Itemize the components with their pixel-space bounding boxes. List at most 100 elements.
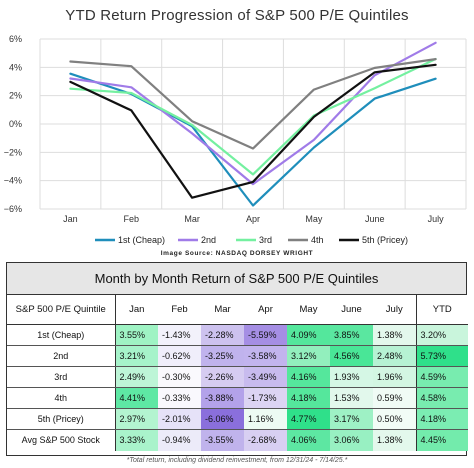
column-header: July [373, 295, 416, 325]
table-row: 5th (Pricey) 2.97% -2.01% -6.06% 1.16% 4.77% 3… [7, 408, 468, 430]
table-row: 2nd 3.21% -0.62% -3.25% -3.58% 3.12% 4.56% 2.48… [7, 345, 468, 367]
returns-table-panel: Month by Month Return of S&P 500 P/E Qui… [6, 262, 468, 456]
table-cell: 3.20% [415, 324, 468, 346]
column-header: Apr [244, 295, 287, 325]
table-cell: 4.16% [287, 366, 330, 388]
table-cell: 1.16% [244, 408, 287, 430]
y-tick-label: 0% [9, 119, 22, 129]
legend-label: 1st (Cheap) [118, 235, 165, 245]
line-chart: 6% 4% 2% 0% −2% −4% −6% Jan Feb Mar Apr May June July… [4, 34, 467, 257]
x-tick-label: July [428, 214, 445, 224]
row-label: 4th [7, 387, 116, 409]
chart-title: YTD Return Progression of S&P 500 P/E Qu… [65, 7, 409, 24]
table-cell: -2.28% [201, 324, 244, 346]
table-cell: -0.94% [158, 428, 201, 451]
table-cell: -6.06% [201, 408, 244, 430]
table-cell: -2.26% [201, 366, 244, 388]
table-cell: 1.96% [373, 366, 416, 388]
table-row: 4th 4.41% -0.33% -3.88% -1.73% 4.18% 1.53% 0.59… [7, 387, 468, 409]
table-cell: -2.01% [158, 408, 201, 430]
table-cell: -5.59% [244, 324, 287, 346]
table-cell: 4.59% [415, 366, 468, 388]
y-tick-label: 4% [9, 62, 22, 72]
table-cell: 2.49% [115, 366, 158, 388]
legend-label: 2nd [201, 235, 216, 245]
x-tick-label: June [365, 214, 385, 224]
table-cell: 3.06% [330, 428, 373, 451]
table-cell: 4.58% [415, 387, 468, 409]
series-line-5 [69, 63, 437, 199]
table-cell: 3.55% [115, 324, 158, 346]
row-label: 3rd [7, 366, 116, 388]
table-cell: 4.45% [415, 428, 468, 451]
table-cell: 3.33% [115, 428, 158, 451]
row-label: 5th (Pricey) [7, 408, 116, 430]
table-cell: 4.41% [115, 387, 158, 409]
row-label: 1st (Cheap) [7, 324, 116, 346]
table-cell: 4.18% [415, 408, 468, 430]
table-cell: 3.85% [330, 324, 373, 346]
table-cell: -0.30% [158, 366, 201, 388]
x-tick-label: Apr [246, 214, 260, 224]
row-label: Avg S&P 500 Stock [7, 428, 116, 451]
legend-label: 5th (Pricey) [362, 235, 408, 245]
table-cell: -3.55% [201, 428, 244, 451]
x-tick-label: May [305, 214, 323, 224]
row-label: 2nd [7, 345, 116, 367]
legend-label: 4th [311, 235, 324, 245]
legend-label: 3rd [259, 235, 272, 245]
table-cell: 1.93% [330, 366, 373, 388]
table-cell: 3.12% [287, 345, 330, 367]
y-tick-label: 2% [9, 91, 22, 101]
table-cell: -2.68% [244, 428, 287, 451]
table-cell: 5.73% [415, 345, 468, 367]
table-cell: 0.59% [373, 387, 416, 409]
table-cell: -3.88% [201, 387, 244, 409]
table-cell: 0.50% [373, 408, 416, 430]
column-header: Feb [158, 295, 201, 325]
table-cell: 4.77% [287, 408, 330, 430]
series-line-2 [69, 41, 437, 186]
table-cell: -0.62% [158, 345, 201, 367]
series-line-3 [69, 57, 437, 176]
table-cell: 2.48% [373, 345, 416, 367]
column-header: May [287, 295, 330, 325]
table-cell: -1.73% [244, 387, 287, 409]
table-cell: 4.56% [330, 345, 373, 367]
column-header: Mar [201, 295, 244, 325]
table-cell: 2.97% [115, 408, 158, 430]
table-row: 1st (Cheap) 3.55% -1.43% -2.28% -5.59% 4.09% 3… [7, 324, 468, 346]
x-tick-label: Jan [63, 214, 78, 224]
table-cell: -3.25% [201, 345, 244, 367]
table-cell: -3.58% [244, 345, 287, 367]
x-tick-label: Mar [184, 214, 200, 224]
table-cell: -1.43% [158, 324, 201, 346]
y-tick-label: −6% [4, 204, 22, 214]
column-header: Jan [115, 295, 158, 325]
table-row: 3rd 2.49% -0.30% -2.26% -3.49% 4.16% 1.93% 1.96… [7, 366, 468, 388]
y-tick-label: 6% [9, 34, 22, 44]
y-tick-label: −4% [4, 176, 22, 186]
table-cell: 1.38% [373, 324, 416, 346]
table-cell: 4.06% [287, 428, 330, 451]
returns-table: S&P 500 P/E Quintile Jan Feb Mar Apr May June J… [7, 295, 468, 451]
table-row: Avg S&P 500 Stock 3.33% -0.94% -3.55% -2.68%… [7, 428, 468, 451]
table-title: Month by Month Return of S&P 500 P/E Qui… [7, 263, 466, 295]
table-cell: 3.17% [330, 408, 373, 430]
footnote: *Total return, including dividend reinve… [126, 457, 348, 464]
column-header: YTD [415, 295, 468, 325]
table-cell: -3.49% [244, 366, 287, 388]
image-source: Image Source: NASDAQ DORSEY WRIGHT [161, 250, 313, 257]
table-cell: 1.53% [330, 387, 373, 409]
table-cell: 1.38% [373, 428, 416, 451]
series-line-4 [69, 57, 437, 150]
table-cell: -0.33% [158, 387, 201, 409]
table-header-row: S&P 500 P/E Quintile Jan Feb Mar Apr May June J… [7, 295, 468, 325]
table-cell: 4.09% [287, 324, 330, 346]
column-header: June [330, 295, 373, 325]
y-tick-label: −2% [4, 147, 22, 157]
table-cell: 3.21% [115, 345, 158, 367]
x-tick-label: Feb [124, 214, 140, 224]
table-cell: 4.18% [287, 387, 330, 409]
column-header: S&P 500 P/E Quintile [7, 295, 116, 325]
